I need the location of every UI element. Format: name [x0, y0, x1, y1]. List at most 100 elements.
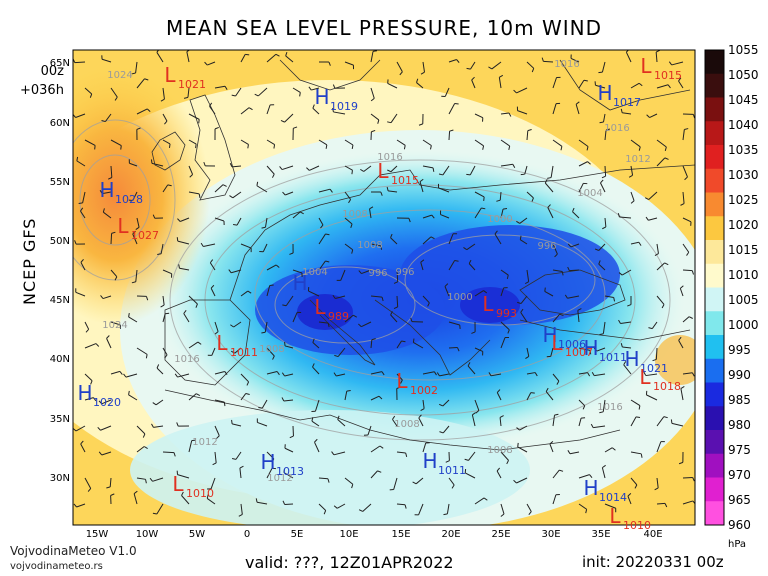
wind-barb-feather: [643, 371, 647, 376]
wind-barb: [337, 347, 346, 357]
wind-barb-feather: [686, 251, 690, 256]
colorbar-segment: [705, 263, 724, 288]
wind-barb-feather: [106, 335, 110, 339]
wind-barb: [552, 469, 560, 479]
wind-barb-feather: [482, 145, 485, 150]
isobar-label: 1016: [597, 402, 622, 413]
wind-barb-feather: [404, 504, 407, 509]
wind-barb-feather: [281, 397, 285, 402]
wind-barb: [232, 191, 242, 199]
wind-barb-feather: [377, 119, 380, 124]
wind-barb-feather: [531, 197, 534, 202]
wind-barb: [281, 165, 294, 171]
wind-barb-feather: [684, 176, 688, 181]
wind-barb: [233, 321, 242, 328]
low-symbol: L: [551, 331, 563, 355]
wind-barb-feather: [589, 350, 592, 355]
wind-barb: [552, 494, 557, 505]
colorbar-segment: [705, 501, 724, 526]
wind-barb-feather: [611, 447, 616, 451]
wind-barb-feather: [312, 338, 315, 343]
wind-barb: [678, 340, 684, 349]
wind-barb-feather: [128, 312, 130, 318]
wind-barb: [545, 391, 554, 401]
wind-barb-feather: [410, 317, 413, 322]
wind-barb-feather: [483, 290, 488, 294]
wind-barb: [570, 243, 580, 248]
wind-barb-feather: [90, 380, 93, 385]
wind-barb-feather: [173, 452, 176, 457]
wind-barb: [500, 451, 509, 461]
wind-barb-feather: [160, 98, 165, 102]
wind-barb-feather: [475, 410, 480, 414]
wind-barb: [311, 420, 320, 427]
wind-barb: [214, 399, 225, 403]
wind-barb: [257, 421, 268, 427]
wind-barb-feather: [136, 127, 141, 130]
wind-barb: [344, 165, 353, 171]
high-symbol: H: [583, 476, 598, 500]
wind-barb: [128, 394, 138, 401]
wind-barb: [283, 472, 294, 479]
center-pressure-value: 1027: [131, 229, 159, 242]
isobar-label: 1000: [447, 292, 472, 303]
colorbar-segment: [705, 73, 724, 98]
isobar-label: 1024: [107, 70, 132, 81]
wind-barb: [370, 371, 383, 375]
wind-barb-feather: [99, 189, 103, 194]
wind-barb-feather: [332, 84, 336, 89]
wind-barb: [344, 391, 348, 401]
wind-barb-feather: [327, 478, 330, 483]
wind-barb-feather: [279, 166, 283, 170]
wind-barb-feather: [664, 262, 669, 266]
wind-barb: [396, 295, 399, 307]
wind-barb-feather: [308, 86, 312, 91]
wind-barb: [422, 165, 434, 169]
wind-barb-feather: [471, 331, 476, 334]
wind-barb-feather: [623, 361, 627, 366]
wind-barb: [80, 262, 86, 271]
wind-barb-feather: [325, 260, 330, 263]
wind-barb: [110, 139, 122, 147]
wind-barb-feather: [189, 174, 193, 178]
wind-barb: [240, 243, 252, 249]
wind-barb: [179, 217, 190, 222]
wind-barb-feather: [644, 197, 649, 200]
wind-barb: [578, 161, 588, 167]
wind-barb-feather: [599, 121, 604, 124]
wind-barb: [262, 243, 268, 253]
wind-barb: [153, 425, 164, 428]
wind-barb-feather: [680, 203, 685, 206]
wind-barb-feather: [601, 175, 606, 179]
isobar-line: [254, 209, 606, 381]
wind-barb-feather: [282, 500, 286, 505]
wind-barb-feather: [517, 442, 519, 448]
wind-barb-feather: [333, 505, 338, 509]
wind-barb-feather: [654, 253, 659, 257]
wind-barb-feather: [183, 96, 189, 99]
wind-barb: [464, 472, 476, 479]
wind-barb: [572, 211, 580, 219]
center-pressure-value: 1020: [93, 396, 121, 409]
high-symbol: H: [583, 336, 598, 360]
wind-barb: [396, 139, 406, 146]
wind-barb-feather: [638, 242, 642, 246]
wind-barb-feather: [420, 408, 425, 411]
wind-barb: [526, 372, 536, 375]
wind-barb: [468, 451, 476, 461]
wind-barb: [630, 477, 638, 486]
wind-barb-feather: [78, 202, 83, 204]
wind-barb-feather: [377, 470, 382, 473]
wind-barb: [209, 262, 216, 271]
wind-barb-feather: [638, 405, 641, 410]
coastline-black-sea: [519, 269, 626, 316]
latitude-labels: 65N 60N 55N 50N 45N 40N 35N 30N: [50, 58, 70, 484]
wind-barb: [448, 260, 456, 271]
wind-barb-feather: [668, 61, 673, 66]
wind-barb-feather: [123, 373, 127, 378]
wind-barb: [188, 113, 200, 120]
colorbar-tick-label: 1005: [728, 293, 759, 307]
wind-barb-feather: [160, 304, 165, 308]
wind-barb-feather: [149, 477, 153, 482]
wind-barb: [312, 342, 320, 349]
